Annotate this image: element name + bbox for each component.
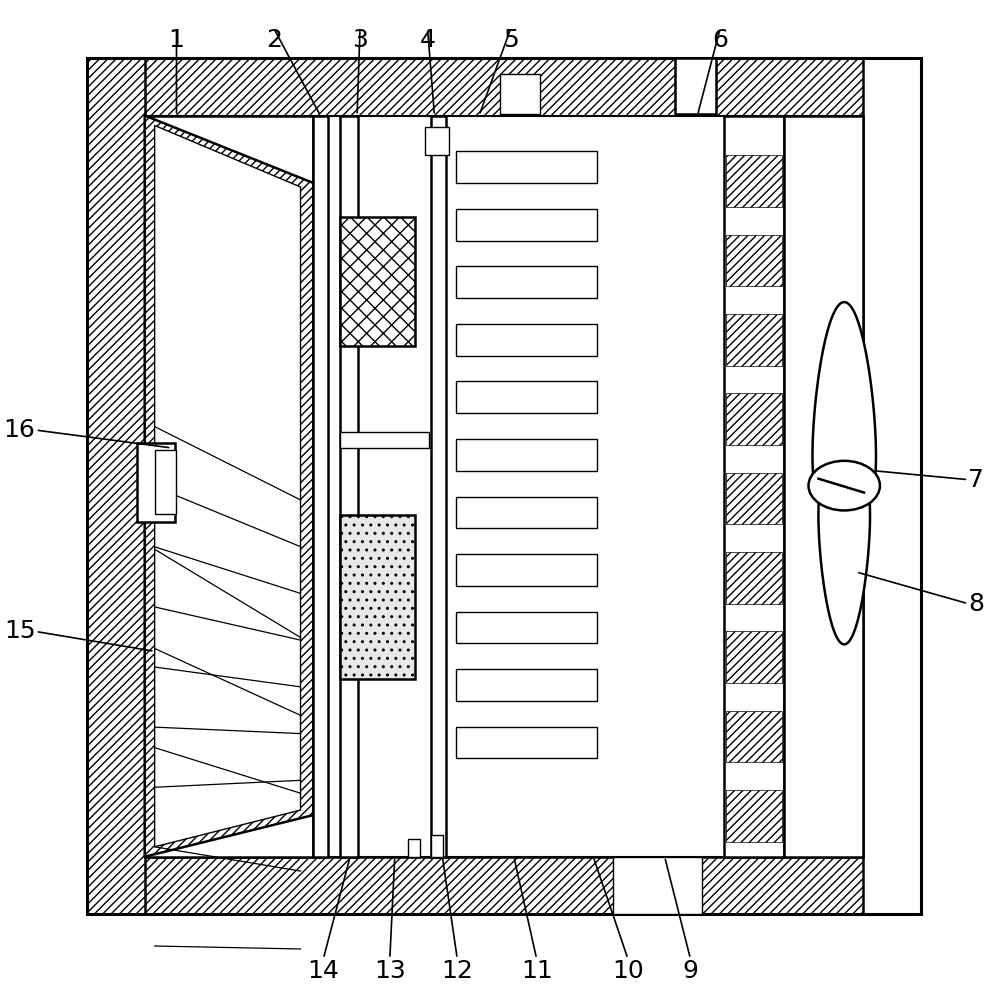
Bar <box>726 632 782 683</box>
Text: 1: 1 <box>169 28 184 53</box>
Text: 3: 3 <box>352 28 368 53</box>
Text: 6: 6 <box>712 28 728 53</box>
Bar <box>784 115 863 857</box>
Bar <box>456 151 597 183</box>
Bar <box>726 473 782 524</box>
Bar <box>613 857 702 915</box>
Bar <box>456 554 597 586</box>
Bar <box>726 314 782 365</box>
Bar <box>340 432 429 448</box>
Bar <box>340 515 415 679</box>
Bar <box>724 115 784 857</box>
Text: 10: 10 <box>612 959 644 983</box>
Polygon shape <box>155 125 301 847</box>
Bar <box>456 727 597 759</box>
Text: 11: 11 <box>521 959 553 983</box>
Text: 15: 15 <box>4 620 36 643</box>
Bar <box>145 115 313 857</box>
Bar <box>726 155 782 207</box>
Text: 4: 4 <box>420 28 436 53</box>
Bar <box>87 58 921 915</box>
Bar <box>456 324 597 355</box>
Ellipse shape <box>809 461 880 510</box>
Bar <box>456 496 597 528</box>
Bar <box>456 266 597 298</box>
Bar <box>340 216 415 346</box>
Text: 5: 5 <box>503 28 519 53</box>
Bar <box>456 209 597 240</box>
Bar <box>456 612 597 643</box>
Bar <box>863 58 921 915</box>
Bar <box>87 857 921 915</box>
Polygon shape <box>818 464 870 644</box>
Bar <box>87 58 921 115</box>
Text: 16: 16 <box>4 418 36 442</box>
Bar <box>408 839 420 857</box>
Bar <box>431 115 446 857</box>
Bar <box>425 127 449 155</box>
Bar <box>456 439 597 471</box>
Text: 13: 13 <box>374 959 406 983</box>
Bar <box>431 835 443 857</box>
Text: 8: 8 <box>968 592 984 616</box>
Text: 7: 7 <box>968 468 984 492</box>
Bar <box>456 381 597 413</box>
Bar <box>456 669 597 701</box>
Text: 9: 9 <box>683 959 698 983</box>
Text: 14: 14 <box>307 959 339 983</box>
Bar <box>726 234 782 286</box>
Bar <box>726 711 782 763</box>
Bar <box>155 450 176 514</box>
Bar <box>726 393 782 445</box>
Bar <box>87 58 145 915</box>
Polygon shape <box>145 115 313 857</box>
Bar <box>145 115 863 857</box>
Bar <box>340 115 358 857</box>
Bar <box>313 115 328 857</box>
Bar <box>726 790 782 842</box>
Bar <box>500 73 540 113</box>
Text: 12: 12 <box>441 959 473 983</box>
Polygon shape <box>812 302 876 517</box>
Bar <box>675 58 716 113</box>
Bar <box>137 443 175 522</box>
Text: 2: 2 <box>266 28 282 53</box>
Bar <box>726 552 782 604</box>
